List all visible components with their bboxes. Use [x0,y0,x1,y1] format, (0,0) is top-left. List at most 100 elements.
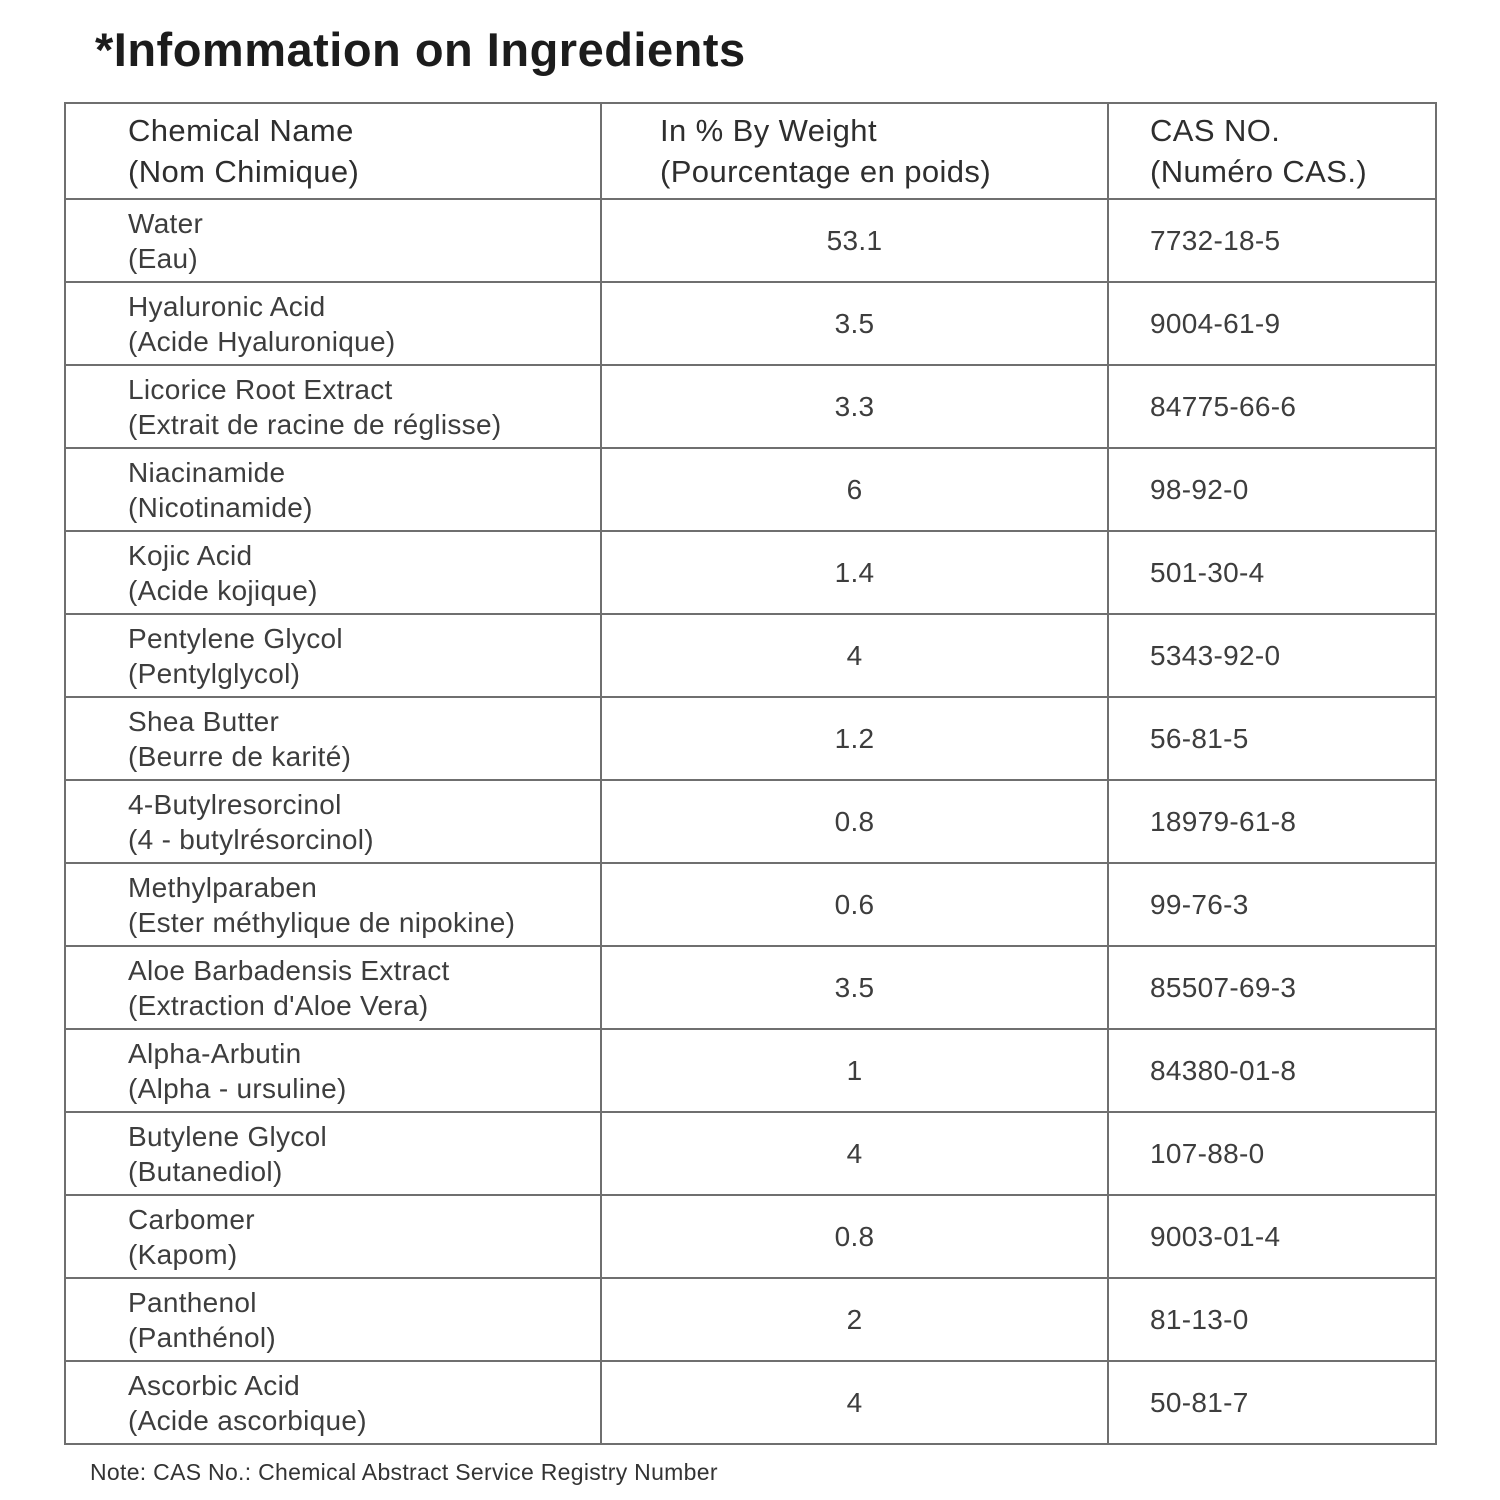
chemical-name-fr: (Eau) [128,242,198,274]
header-weight-en: In % By Weight [660,113,877,148]
chemical-name-en: 4-Butylresorcinol [128,788,342,820]
cas-value-cell: 50-81-7 [1107,1360,1437,1445]
chemical-name-fr: (Beurre de karité) [128,740,352,772]
footnote: Note: CAS No.: Chemical Abstract Service… [90,1459,718,1485]
chemical-name-en: Niacinamide [128,456,286,488]
ingredients-table: Chemical Name (Nom Chimique) In % By Wei… [64,102,1437,1445]
chemical-name-cell: Panthenol (Panthénol) [64,1277,602,1362]
weight-value: 2 [600,1277,1109,1362]
cas-value-cell: 18979-61-8 [1107,779,1437,864]
table-row: Ascorbic Acid (Acide ascorbique) 4 50-81… [64,1360,1437,1445]
cas-value: 81-13-0 [1150,1304,1249,1335]
cas-value: 7732-18-5 [1150,225,1281,256]
chemical-name-en: Carbomer [128,1203,255,1235]
chemical-name-fr: (Extraction d'Aloe Vera) [128,989,429,1021]
chemical-name-cell: Kojic Acid (Acide kojique) [64,530,602,615]
chemical-name-cell: Pentylene Glycol (Pentylglycol) [64,613,602,698]
cas-value-cell: 107-88-0 [1107,1111,1437,1196]
chemical-name-cell: Niacinamide (Nicotinamide) [64,447,602,532]
cas-value-cell: 9003-01-4 [1107,1194,1437,1279]
weight-value: 1 [600,1028,1109,1113]
chemical-name-cell: Butylene Glycol (Butanediol) [64,1111,602,1196]
chemical-name-cell: Methylparaben (Ester méthylique de nipok… [64,862,602,947]
cas-value: 85507-69-3 [1150,972,1297,1003]
weight-value: 3.5 [600,281,1109,366]
chemical-name-en: Licorice Root Extract [128,373,393,405]
chemical-name-fr: (4 - butylrésorcinol) [128,823,374,855]
chemical-name-fr: (Acide kojique) [128,574,318,606]
table-row: Carbomer (Kapom) 0.8 9003-01-4 [64,1194,1437,1279]
cas-value: 84775-66-6 [1150,391,1297,422]
chemical-name-cell: Water (Eau) [64,198,602,283]
cas-value-cell: 9004-61-9 [1107,281,1437,366]
header-weight: In % By Weight (Pourcentage en poids) [600,102,1109,200]
weight-value: 0.8 [600,1194,1109,1279]
chemical-name-cell: Ascorbic Acid (Acide ascorbique) [64,1360,602,1445]
table-row: Niacinamide (Nicotinamide) 6 98-92-0 [64,447,1437,532]
header-cas-fr: (Numéro CAS.) [1150,154,1368,189]
cas-value: 107-88-0 [1150,1138,1265,1169]
table-row: Alpha-Arbutin (Alpha - ursuline) 1 84380… [64,1028,1437,1113]
cas-value-cell: 7732-18-5 [1107,198,1437,283]
chemical-name-cell: 4-Butylresorcinol (4 - butylrésorcinol) [64,779,602,864]
chemical-name-en: Ascorbic Acid [128,1369,300,1401]
cas-value: 5343-92-0 [1150,640,1281,671]
table-row: Butylene Glycol (Butanediol) 4 107-88-0 [64,1111,1437,1196]
chemical-name-cell: Shea Butter (Beurre de karité) [64,696,602,781]
chemical-name-cell: Licorice Root Extract (Extrait de racine… [64,364,602,449]
chemical-name-fr: (Pentylglycol) [128,657,301,689]
cas-value: 56-81-5 [1150,723,1249,754]
weight-value: 0.8 [600,779,1109,864]
chemical-name-en: Hyaluronic Acid [128,290,326,322]
cas-value-cell: 5343-92-0 [1107,613,1437,698]
table-row: Panthenol (Panthénol) 2 81-13-0 [64,1277,1437,1362]
cas-value-cell: 84380-01-8 [1107,1028,1437,1113]
chemical-name-en: Shea Butter [128,705,280,737]
cas-value-cell: 99-76-3 [1107,862,1437,947]
table-row: Hyaluronic Acid (Acide Hyaluronique) 3.5… [64,281,1437,366]
cas-value: 9004-61-9 [1150,308,1281,339]
weight-value: 4 [600,613,1109,698]
cas-value: 98-92-0 [1150,474,1249,505]
cas-value: 18979-61-8 [1150,806,1297,837]
chemical-name-fr: (Extrait de racine de réglisse) [128,408,502,440]
weight-value: 1.2 [600,696,1109,781]
weight-value: 0.6 [600,862,1109,947]
table-row: 4-Butylresorcinol (4 - butylrésorcinol) … [64,779,1437,864]
cas-value: 9003-01-4 [1150,1221,1281,1252]
cas-value-cell: 85507-69-3 [1107,945,1437,1030]
header-chemical-name-fr: (Nom Chimique) [128,154,360,189]
chemical-name-cell: Alpha-Arbutin (Alpha - ursuline) [64,1028,602,1113]
table-row: Pentylene Glycol (Pentylglycol) 4 5343-9… [64,613,1437,698]
cas-value-cell: 98-92-0 [1107,447,1437,532]
chemical-name-fr: (Alpha - ursuline) [128,1072,347,1104]
header-cas: CAS NO. (Numéro CAS.) [1107,102,1437,200]
cas-value-cell: 56-81-5 [1107,696,1437,781]
chemical-name-en: Alpha-Arbutin [128,1037,302,1069]
cas-value: 50-81-7 [1150,1387,1249,1418]
weight-value: 53.1 [600,198,1109,283]
header-chemical-name-en: Chemical Name [128,113,354,148]
chemical-name-en: Pentylene Glycol [128,622,343,654]
chemical-name-en: Butylene Glycol [128,1120,328,1152]
cas-value: 99-76-3 [1150,889,1249,920]
weight-value: 4 [600,1360,1109,1445]
cas-value-cell: 84775-66-6 [1107,364,1437,449]
cas-value: 84380-01-8 [1150,1055,1297,1086]
weight-value: 6 [600,447,1109,532]
chemical-name-fr: (Kapom) [128,1238,238,1270]
header-cas-en: CAS NO. [1150,113,1281,148]
header-chemical-name: Chemical Name (Nom Chimique) [64,102,602,200]
chemical-name-cell: Hyaluronic Acid (Acide Hyaluronique) [64,281,602,366]
chemical-name-fr: (Acide ascorbique) [128,1404,367,1436]
chemical-name-en: Panthenol [128,1286,257,1318]
table-row: Water (Eau) 53.1 7732-18-5 [64,198,1437,283]
cas-value: 501-30-4 [1150,557,1265,588]
table-header-row: Chemical Name (Nom Chimique) In % By Wei… [64,102,1437,200]
chemical-name-en: Methylparaben [128,871,318,903]
table-row: Licorice Root Extract (Extrait de racine… [64,364,1437,449]
chemical-name-fr: (Butanediol) [128,1155,283,1187]
chemical-name-fr: (Nicotinamide) [128,491,313,523]
chemical-name-fr: (Acide Hyaluronique) [128,325,396,357]
weight-value: 3.5 [600,945,1109,1030]
